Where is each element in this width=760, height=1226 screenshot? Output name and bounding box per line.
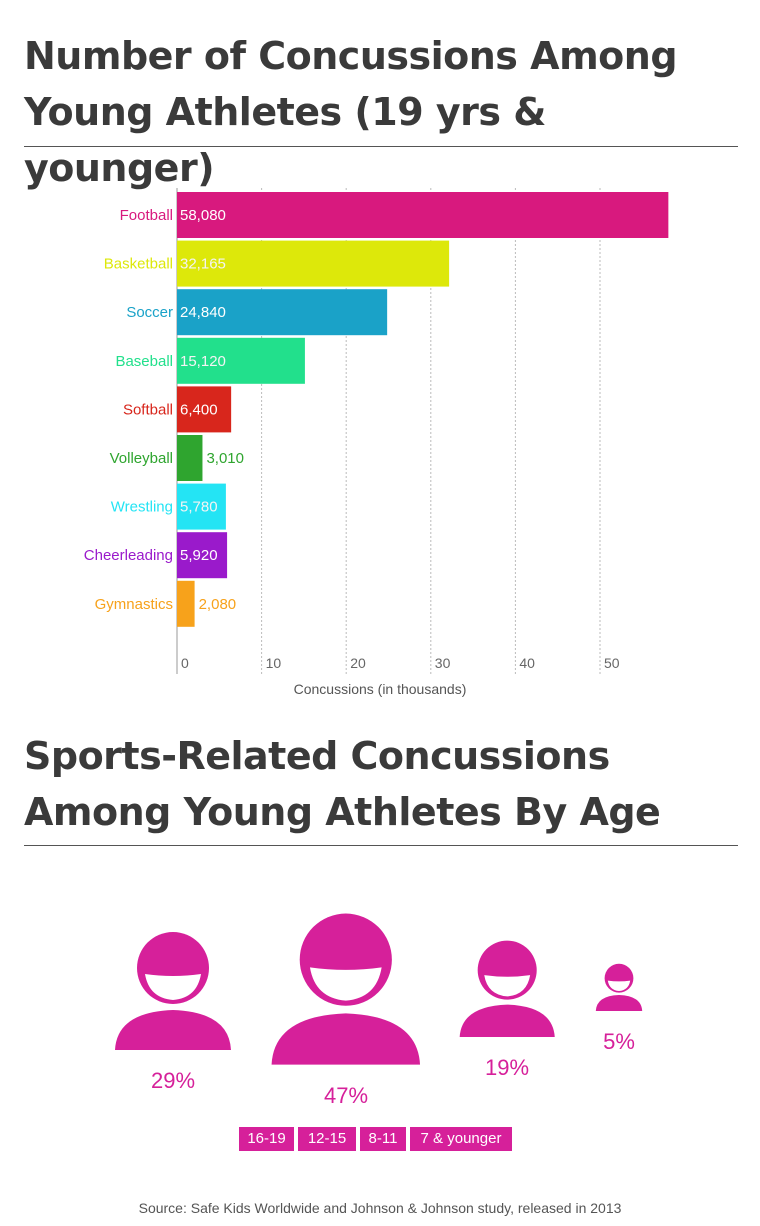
category-label: Volleyball xyxy=(110,450,173,467)
x-tick-label: 20 xyxy=(350,655,366,671)
category-label: Basketball xyxy=(104,256,173,273)
category-label: Softball xyxy=(123,401,173,418)
category-label: Cheerleading xyxy=(84,547,173,564)
source-note: Source: Safe Kids Worldwide and Johnson … xyxy=(138,1200,622,1216)
x-tick-label: 50 xyxy=(604,655,620,671)
category-label: Football xyxy=(120,207,173,224)
value-label: 32,165 xyxy=(180,256,226,273)
bar-football xyxy=(177,192,669,238)
age-pictogram: 29% 47% 19% 5% xyxy=(0,880,760,1180)
value-label: 5,920 xyxy=(180,547,218,564)
bar-basketball xyxy=(177,240,450,287)
bar-cheerleading xyxy=(177,532,228,579)
age-chart-title: Sports-Related Concussions Among Young A… xyxy=(24,734,661,834)
category-label: Soccer xyxy=(126,304,173,321)
age-percent-label: 19% xyxy=(484,1055,530,1080)
value-label: 2,080 xyxy=(199,596,237,613)
person-icon xyxy=(459,940,555,1037)
person-icon xyxy=(595,963,643,1011)
age-legend-item: 8-11 xyxy=(360,1127,406,1151)
person-icon xyxy=(271,913,421,1065)
bar-chart-title: Number of Concussions Among Young Athlet… xyxy=(24,34,678,190)
bar-soccer xyxy=(177,289,388,336)
x-tick-label: 0 xyxy=(181,655,189,671)
category-label: Wrestling xyxy=(111,499,173,516)
value-label: 58,080 xyxy=(180,207,226,224)
age-percent-label: 5% xyxy=(603,1029,635,1054)
value-label: 6,400 xyxy=(180,401,218,418)
value-label: 3,010 xyxy=(206,450,244,467)
title-divider xyxy=(24,146,738,147)
bar-wrestling xyxy=(177,483,226,530)
title-divider xyxy=(24,845,738,846)
value-label: 5,780 xyxy=(180,499,218,516)
bar-gymnastics xyxy=(177,580,195,627)
x-tick-label: 10 xyxy=(266,655,282,671)
x-axis-label: Concussions (in thousands) xyxy=(294,681,467,697)
category-label: Baseball xyxy=(115,353,173,370)
concussions-bar-chart: Football 58,080 Basketball 32,165 Soccer 24,8… xyxy=(84,188,669,697)
bar-softball xyxy=(177,386,232,433)
x-tick-label: 30 xyxy=(435,655,451,671)
age-percent-label: 47% xyxy=(323,1083,369,1108)
bar-baseball xyxy=(177,337,305,384)
age-percent-label: 29% xyxy=(150,1068,196,1093)
age-legend-item: 16-19 xyxy=(239,1127,294,1151)
person-icon xyxy=(115,932,231,1050)
value-label: 24,840 xyxy=(180,304,226,321)
category-label: Gymnastics xyxy=(95,596,173,613)
bar-volleyball xyxy=(177,435,203,481)
age-legend-item: 7 & younger xyxy=(410,1127,512,1151)
age-legend-item: 12-15 xyxy=(298,1127,356,1151)
x-tick-label: 40 xyxy=(519,655,535,671)
value-label: 15,120 xyxy=(180,353,226,370)
